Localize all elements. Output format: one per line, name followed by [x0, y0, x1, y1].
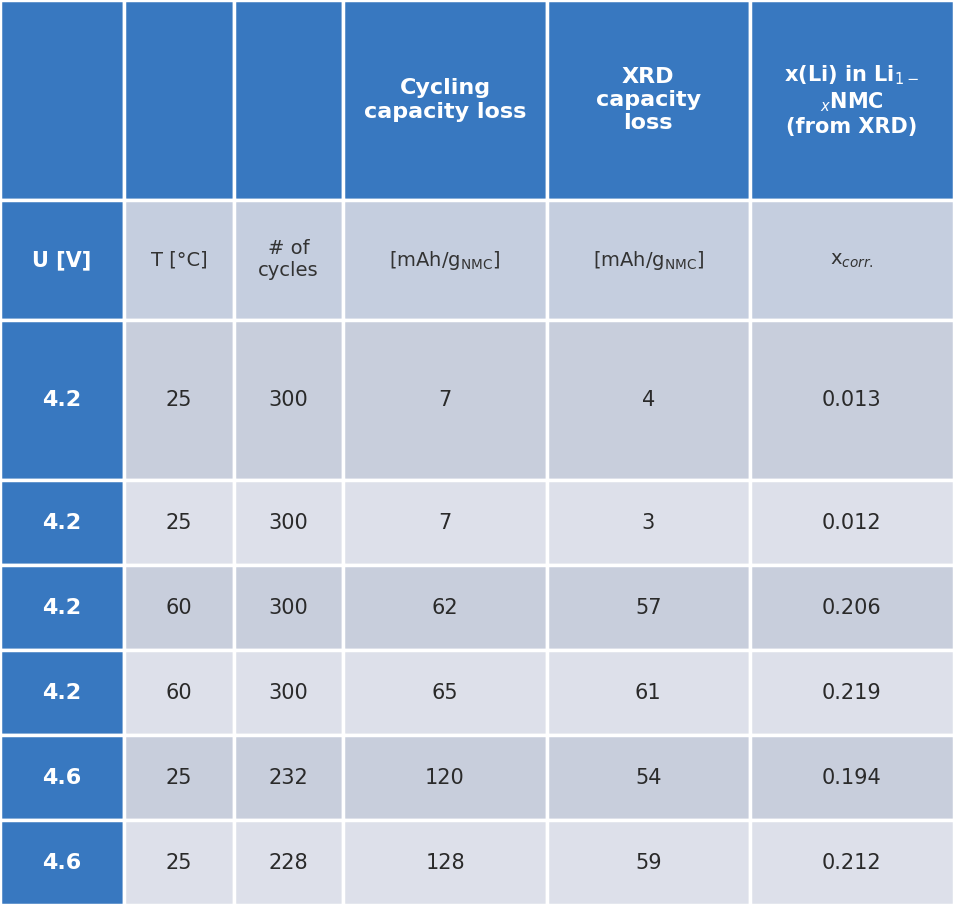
Bar [0, 0, 124, 200]
Bar [546, 565, 749, 650]
Text: [mAh/g$_\mathrm{NMC}$]: [mAh/g$_\mathrm{NMC}$] [389, 249, 500, 271]
Text: 4.2: 4.2 [42, 513, 82, 533]
Text: # of
cycles: # of cycles [258, 240, 318, 280]
Bar [343, 735, 546, 820]
Bar [749, 200, 953, 320]
Bar [343, 565, 546, 650]
Bar [546, 480, 749, 565]
Text: T [°C]: T [°C] [151, 251, 207, 269]
Bar [546, 735, 749, 820]
Text: 25: 25 [166, 513, 192, 533]
Text: 300: 300 [269, 513, 308, 533]
Text: 7: 7 [438, 390, 451, 410]
Text: 128: 128 [425, 853, 464, 872]
Bar [343, 0, 546, 200]
Bar [233, 200, 343, 320]
Bar [546, 320, 749, 480]
Text: 25: 25 [166, 853, 192, 872]
Bar [233, 820, 343, 905]
Bar [233, 650, 343, 735]
Bar [0, 200, 124, 320]
Text: x(Li) in Li$_{1-}$
$_{x}$NMC
(from XRD): x(Li) in Li$_{1-}$ $_{x}$NMC (from XRD) [783, 63, 919, 137]
Text: 0.206: 0.206 [821, 597, 881, 618]
Text: 4.2: 4.2 [42, 682, 82, 703]
Text: 60: 60 [166, 682, 192, 703]
Bar [749, 735, 953, 820]
Bar [124, 320, 233, 480]
Bar [124, 565, 233, 650]
Bar [343, 650, 546, 735]
Text: 0.212: 0.212 [821, 853, 881, 872]
Text: [mAh/g$_\mathrm{NMC}$]: [mAh/g$_\mathrm{NMC}$] [592, 249, 703, 271]
Text: 57: 57 [635, 597, 660, 618]
Bar [546, 0, 749, 200]
Text: x$_{corr.}$: x$_{corr.}$ [829, 251, 873, 269]
Bar [343, 200, 546, 320]
Text: 232: 232 [269, 767, 308, 787]
Text: 0.194: 0.194 [821, 767, 881, 787]
Bar [0, 480, 124, 565]
Bar [124, 735, 233, 820]
Bar [749, 565, 953, 650]
Bar [0, 735, 124, 820]
Bar [546, 200, 749, 320]
Bar [124, 820, 233, 905]
Text: 25: 25 [166, 767, 192, 787]
Bar [749, 0, 953, 200]
Bar [233, 0, 343, 200]
Text: 0.219: 0.219 [821, 682, 881, 703]
Bar [233, 565, 343, 650]
Text: 59: 59 [635, 853, 660, 872]
Bar [0, 565, 124, 650]
Text: 65: 65 [432, 682, 457, 703]
Text: 228: 228 [269, 853, 308, 872]
Text: 60: 60 [166, 597, 192, 618]
Text: 300: 300 [269, 597, 308, 618]
Bar [749, 650, 953, 735]
Bar [546, 820, 749, 905]
Text: 3: 3 [641, 513, 654, 533]
Text: 300: 300 [269, 682, 308, 703]
Text: XRD
capacity
loss: XRD capacity loss [595, 66, 700, 133]
Text: 4: 4 [641, 390, 654, 410]
Text: 54: 54 [635, 767, 660, 787]
Bar [124, 480, 233, 565]
Text: 120: 120 [425, 767, 464, 787]
Bar [0, 650, 124, 735]
Text: 4.6: 4.6 [42, 853, 82, 872]
Bar [343, 820, 546, 905]
Text: 25: 25 [166, 390, 192, 410]
Text: 0.012: 0.012 [821, 513, 881, 533]
Text: 62: 62 [432, 597, 457, 618]
Text: 61: 61 [635, 682, 660, 703]
Text: 300: 300 [269, 390, 308, 410]
Text: 4.2: 4.2 [42, 390, 82, 410]
Text: 4.6: 4.6 [42, 767, 82, 787]
Bar [749, 480, 953, 565]
Bar [233, 320, 343, 480]
Text: 4.2: 4.2 [42, 597, 82, 618]
Text: Cycling
capacity loss: Cycling capacity loss [363, 78, 526, 122]
Bar [749, 820, 953, 905]
Bar [0, 320, 124, 480]
Bar [0, 820, 124, 905]
Bar [233, 735, 343, 820]
Bar [343, 480, 546, 565]
Bar [124, 650, 233, 735]
Bar [343, 320, 546, 480]
Text: U [V]: U [V] [32, 250, 91, 270]
Bar [124, 0, 233, 200]
Bar [233, 480, 343, 565]
Text: 7: 7 [438, 513, 451, 533]
Text: 0.013: 0.013 [821, 390, 881, 410]
Bar [749, 320, 953, 480]
Bar [546, 650, 749, 735]
Bar [124, 200, 233, 320]
